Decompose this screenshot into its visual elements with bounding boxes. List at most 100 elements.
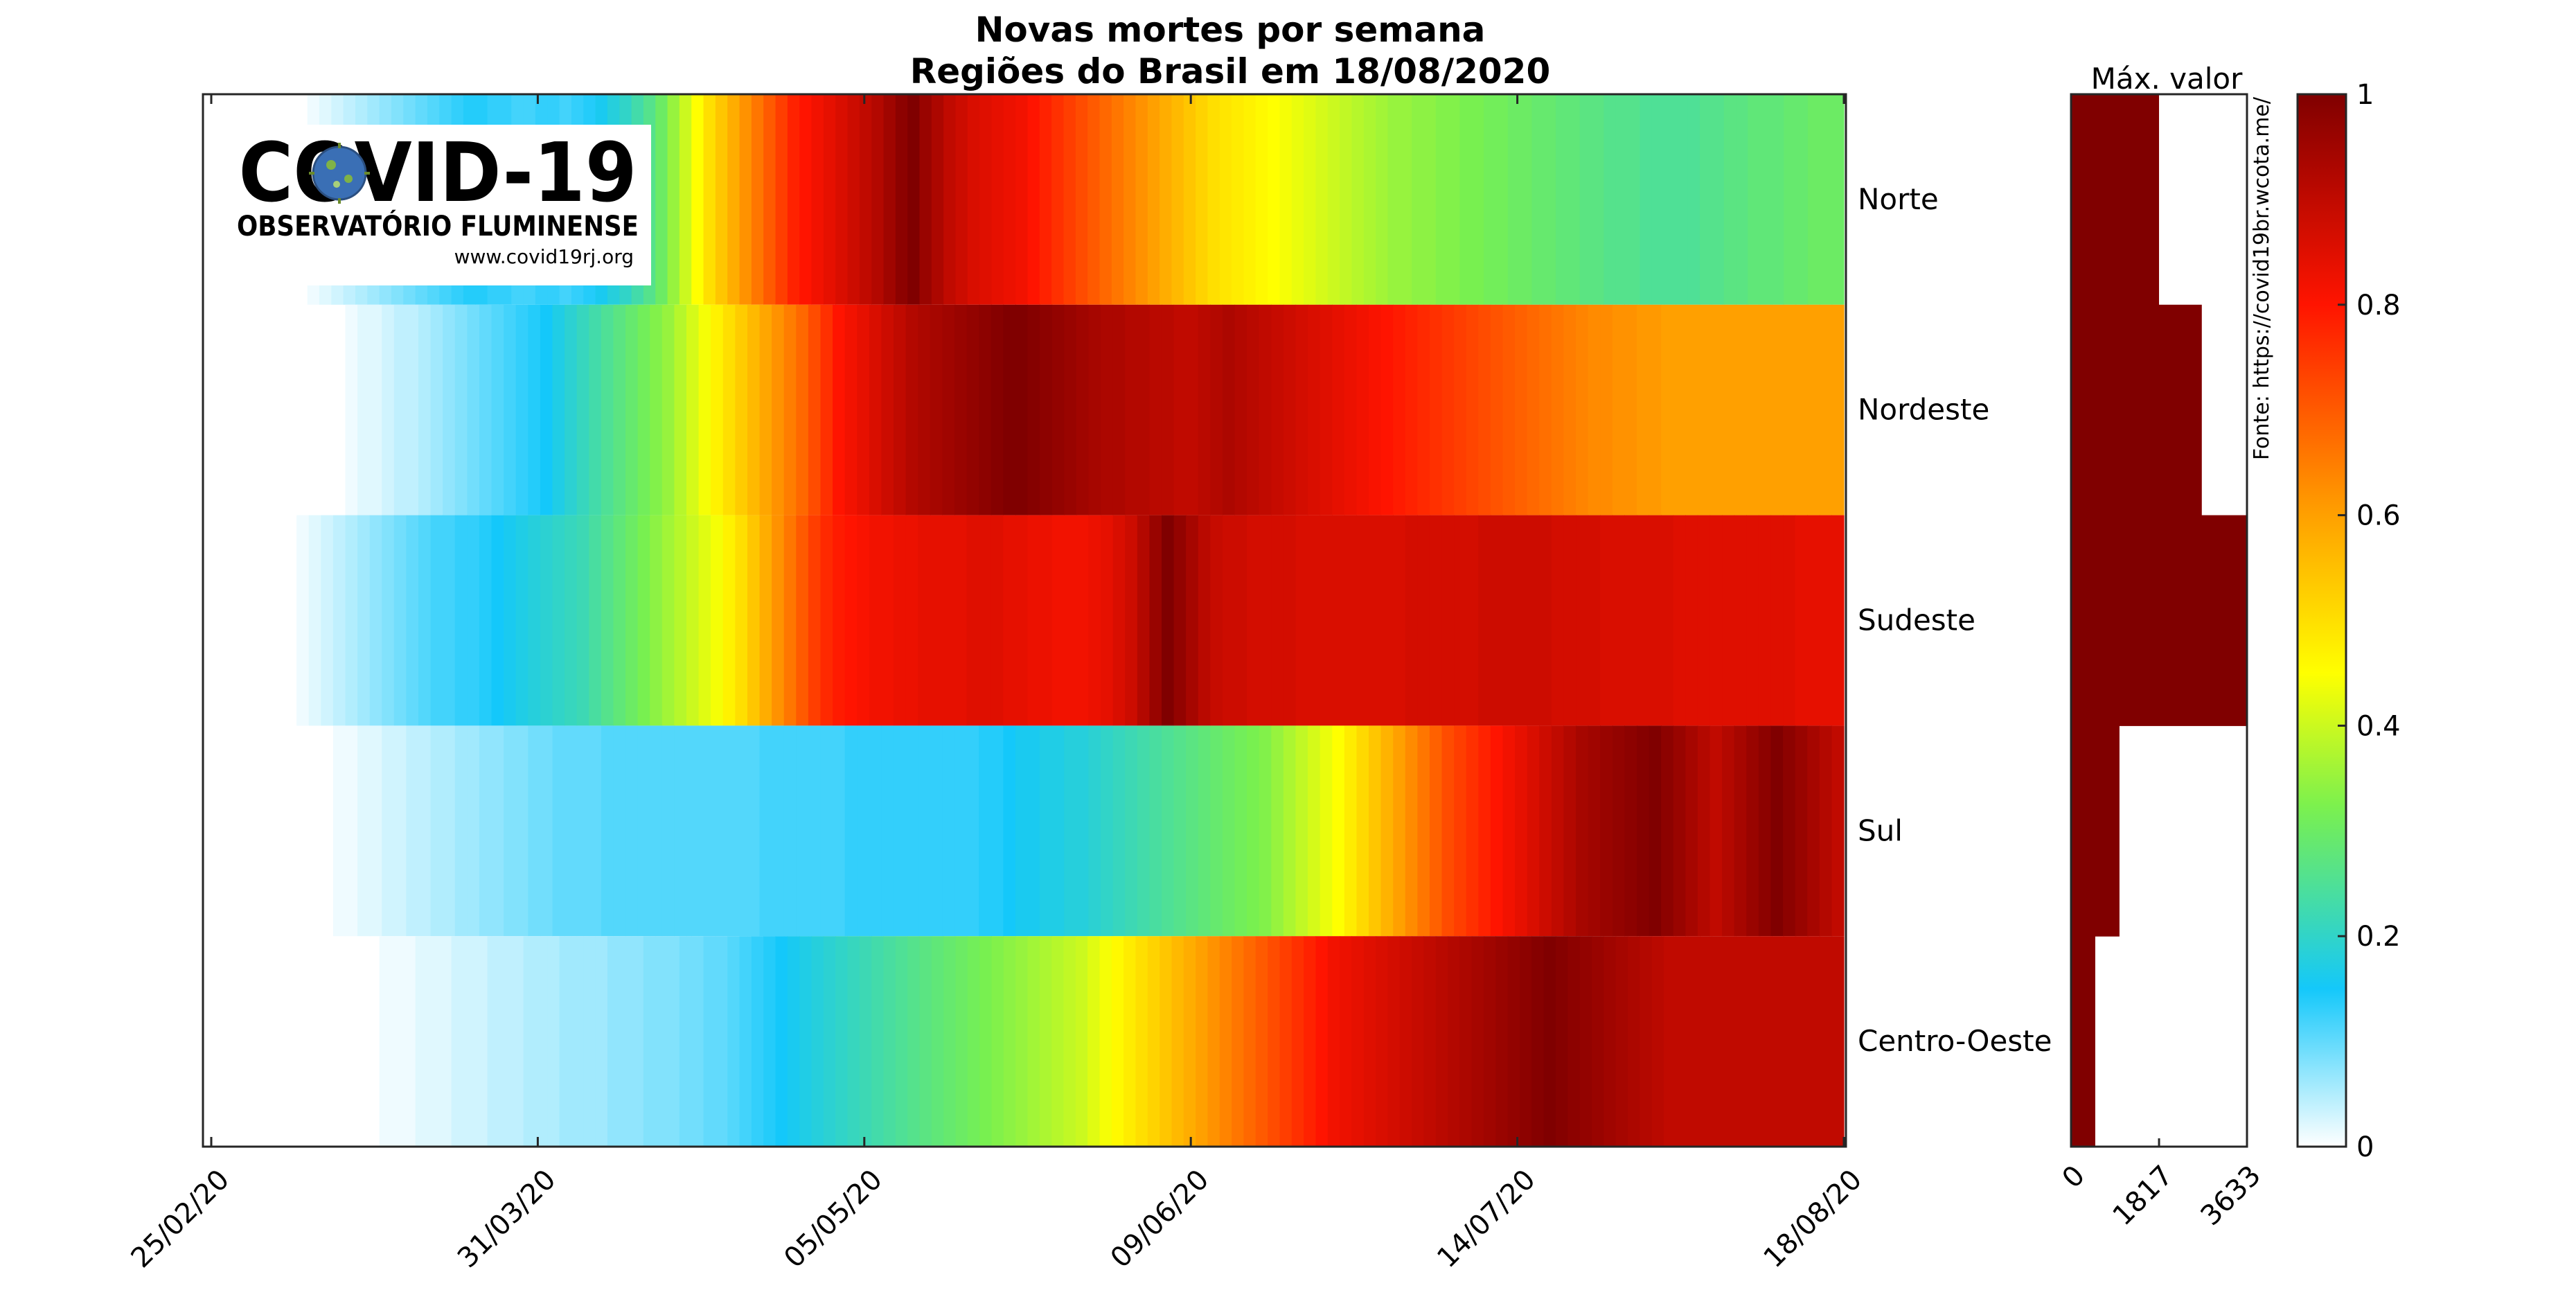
heatmap-cell: [691, 936, 704, 1147]
heatmap-cell: [1101, 304, 1114, 515]
heatmap-cell: [1624, 725, 1637, 937]
heatmap-cell: [1636, 304, 1650, 515]
heatmap-cell: [1369, 725, 1382, 937]
heatmap-cell: [698, 725, 711, 937]
heatmap-cell: [576, 725, 589, 937]
heatmap-cell: [967, 94, 980, 305]
heatmap-cell: [775, 94, 788, 305]
heatmap-cell: [763, 936, 776, 1147]
heatmap-cell: [1495, 936, 1509, 1147]
heatmap-cell: [1198, 725, 1211, 937]
colorbar-tick-label: 0.6: [2356, 500, 2401, 532]
heatmap-cell: [1308, 304, 1321, 515]
heatmap-cell: [491, 304, 504, 515]
heatmap-cell: [1676, 936, 1689, 1147]
heatmap-cell: [667, 94, 680, 305]
heatmap-cell: [1099, 94, 1112, 305]
heatmap-cell: [1222, 304, 1236, 515]
heatmap-cell: [1088, 304, 1101, 515]
heatmap-cell: [1527, 725, 1540, 937]
heatmap-cell: [783, 304, 797, 515]
heatmap-cell: [833, 304, 846, 515]
heatmap-cell: [905, 304, 918, 515]
heatmap-cell: [1234, 304, 1247, 515]
heatmap-cell: [1807, 725, 1820, 937]
heatmap-cell: [1615, 94, 1628, 305]
heatmap-cell: [637, 725, 650, 937]
heatmap-cell: [735, 304, 748, 515]
heatmap-cell: [991, 515, 1004, 726]
heatmap-cell: [1531, 936, 1545, 1147]
heatmap-cell: [1661, 515, 1674, 726]
heatmap-cell: [1125, 725, 1138, 937]
heatmap-cell: [894, 515, 907, 726]
heatmap-cell: [1173, 515, 1187, 726]
heatmap-cell: [454, 515, 468, 726]
heatmap-cell: [1615, 936, 1628, 1147]
heatmap-cell: [1515, 725, 1528, 937]
heatmap-cell: [1171, 936, 1184, 1147]
heatmap-cell: [859, 936, 872, 1147]
heatmap-cell: [1327, 94, 1340, 305]
heatmap-cell: [1003, 936, 1016, 1147]
chart-title: Novas mortes por semana: [975, 10, 1486, 50]
heatmap-cell: [1515, 515, 1528, 726]
heatmap-cell: [1636, 725, 1650, 937]
heatmap-cell: [1147, 936, 1160, 1147]
heatmap-cell: [1770, 515, 1784, 726]
heatmap-cell: [321, 515, 334, 726]
heatmap-cell: [1417, 304, 1430, 515]
heatmap-cell: [650, 304, 663, 515]
heatmap-cell: [430, 725, 443, 937]
heatmap-cell: [1259, 725, 1272, 937]
region-label: Sudeste: [1858, 603, 1975, 637]
heatmap-cell: [1520, 94, 1532, 305]
heatmap-cell: [930, 304, 943, 515]
heatmap-cell: [1784, 94, 1797, 305]
heatmap-cell: [1454, 515, 1467, 726]
heatmap-cell: [1315, 936, 1329, 1147]
heatmap-cell: [1471, 936, 1484, 1147]
heatmap-cell: [808, 515, 821, 726]
region-label: Sul: [1858, 813, 1903, 847]
heatmap-cell: [735, 725, 748, 937]
heatmap-cell: [1417, 515, 1430, 726]
heatmap-cell: [686, 725, 700, 937]
heatmap-cell: [1490, 725, 1504, 937]
heatmap-cell: [919, 936, 932, 1147]
heatmap-cell: [1027, 515, 1040, 726]
heatmap-cell: [1612, 725, 1625, 937]
logo-url: www.covid19rj.org: [454, 245, 634, 268]
heatmap-cell: [443, 725, 456, 937]
heatmap-cell: [772, 725, 785, 937]
heatmap-cell: [942, 515, 955, 726]
heatmap-cell: [1527, 515, 1540, 726]
heatmap-cell: [296, 515, 310, 726]
heatmap-cell: [674, 304, 687, 515]
heatmap-cell: [1466, 515, 1479, 726]
heatmap-cell: [1376, 94, 1389, 305]
logo-background: [225, 125, 651, 285]
heatmap-cell: [1356, 725, 1369, 937]
source-text: Fonte: https://covid19br.wcota.me/: [2250, 96, 2274, 460]
heatmap-cell: [954, 304, 968, 515]
heatmap-cell: [1076, 725, 1090, 937]
heatmap-cell: [820, 304, 833, 515]
heatmap-cell: [1723, 94, 1736, 305]
heatmap-cell: [345, 725, 358, 937]
heatmap-cell: [966, 725, 979, 937]
heatmap-cell: [1243, 94, 1256, 305]
heatmap-cell: [1746, 725, 1759, 937]
heatmap-cell: [1831, 515, 1845, 726]
heatmap-cell: [905, 725, 918, 937]
heatmap-cell: [1123, 936, 1137, 1147]
heatmap-cell: [1137, 515, 1150, 726]
heatmap-cell: [589, 304, 602, 515]
heatmap-cell: [1222, 725, 1236, 937]
heatmap-cell: [369, 515, 382, 726]
heatmap-cell: [650, 515, 663, 726]
heatmap-cell: [1640, 936, 1653, 1147]
heatmap-cell: [535, 936, 548, 1147]
heatmap-cell: [1271, 725, 1284, 937]
heatmap-cell: [613, 304, 626, 515]
